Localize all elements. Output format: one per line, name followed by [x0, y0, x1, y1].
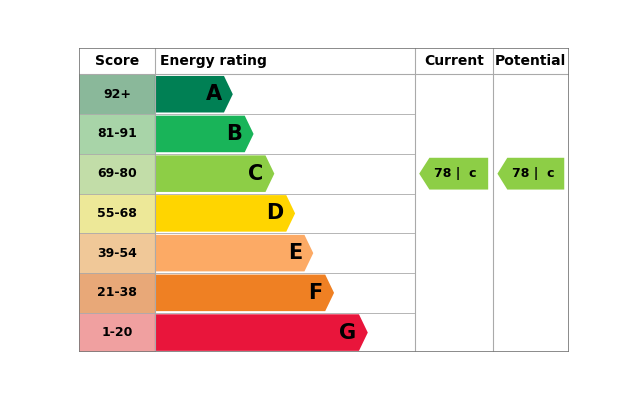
Text: 55-68: 55-68: [97, 207, 137, 220]
Polygon shape: [155, 155, 274, 192]
Bar: [79, 233, 155, 273]
Bar: [79, 194, 155, 233]
Text: Score: Score: [95, 54, 139, 68]
Polygon shape: [155, 116, 253, 152]
Bar: [79, 48, 569, 74]
Text: 81-91: 81-91: [97, 128, 137, 141]
Text: 1-20: 1-20: [101, 326, 133, 339]
Bar: [79, 313, 155, 352]
Bar: [155, 114, 415, 154]
Text: 78 |  c: 78 | c: [511, 167, 554, 180]
Bar: [155, 194, 415, 233]
Bar: [155, 233, 415, 273]
Polygon shape: [155, 76, 233, 112]
Text: 92+: 92+: [103, 88, 131, 101]
Text: F: F: [308, 283, 323, 303]
Polygon shape: [155, 274, 334, 311]
Text: C: C: [248, 164, 263, 184]
Bar: [493, 74, 569, 352]
Bar: [79, 154, 155, 194]
Bar: [415, 74, 493, 352]
Polygon shape: [155, 195, 295, 232]
Polygon shape: [419, 158, 488, 190]
Bar: [155, 313, 415, 352]
Bar: [79, 74, 155, 114]
Polygon shape: [497, 158, 564, 190]
Text: 69-80: 69-80: [97, 167, 137, 180]
Text: G: G: [339, 323, 356, 343]
Bar: [79, 114, 155, 154]
Text: E: E: [288, 243, 302, 263]
Text: 21-38: 21-38: [97, 286, 137, 299]
Polygon shape: [155, 314, 368, 351]
Text: A: A: [205, 84, 222, 104]
Text: 39-54: 39-54: [97, 247, 137, 260]
Text: B: B: [226, 124, 242, 144]
Text: Energy rating: Energy rating: [160, 54, 267, 68]
Text: D: D: [267, 204, 284, 223]
Bar: [155, 74, 415, 114]
Bar: [79, 273, 155, 313]
Bar: [155, 154, 415, 194]
Text: Current: Current: [424, 54, 483, 68]
Text: Potential: Potential: [495, 54, 566, 68]
Polygon shape: [155, 235, 313, 271]
Bar: [155, 273, 415, 313]
Text: 78 |  c: 78 | c: [434, 167, 477, 180]
